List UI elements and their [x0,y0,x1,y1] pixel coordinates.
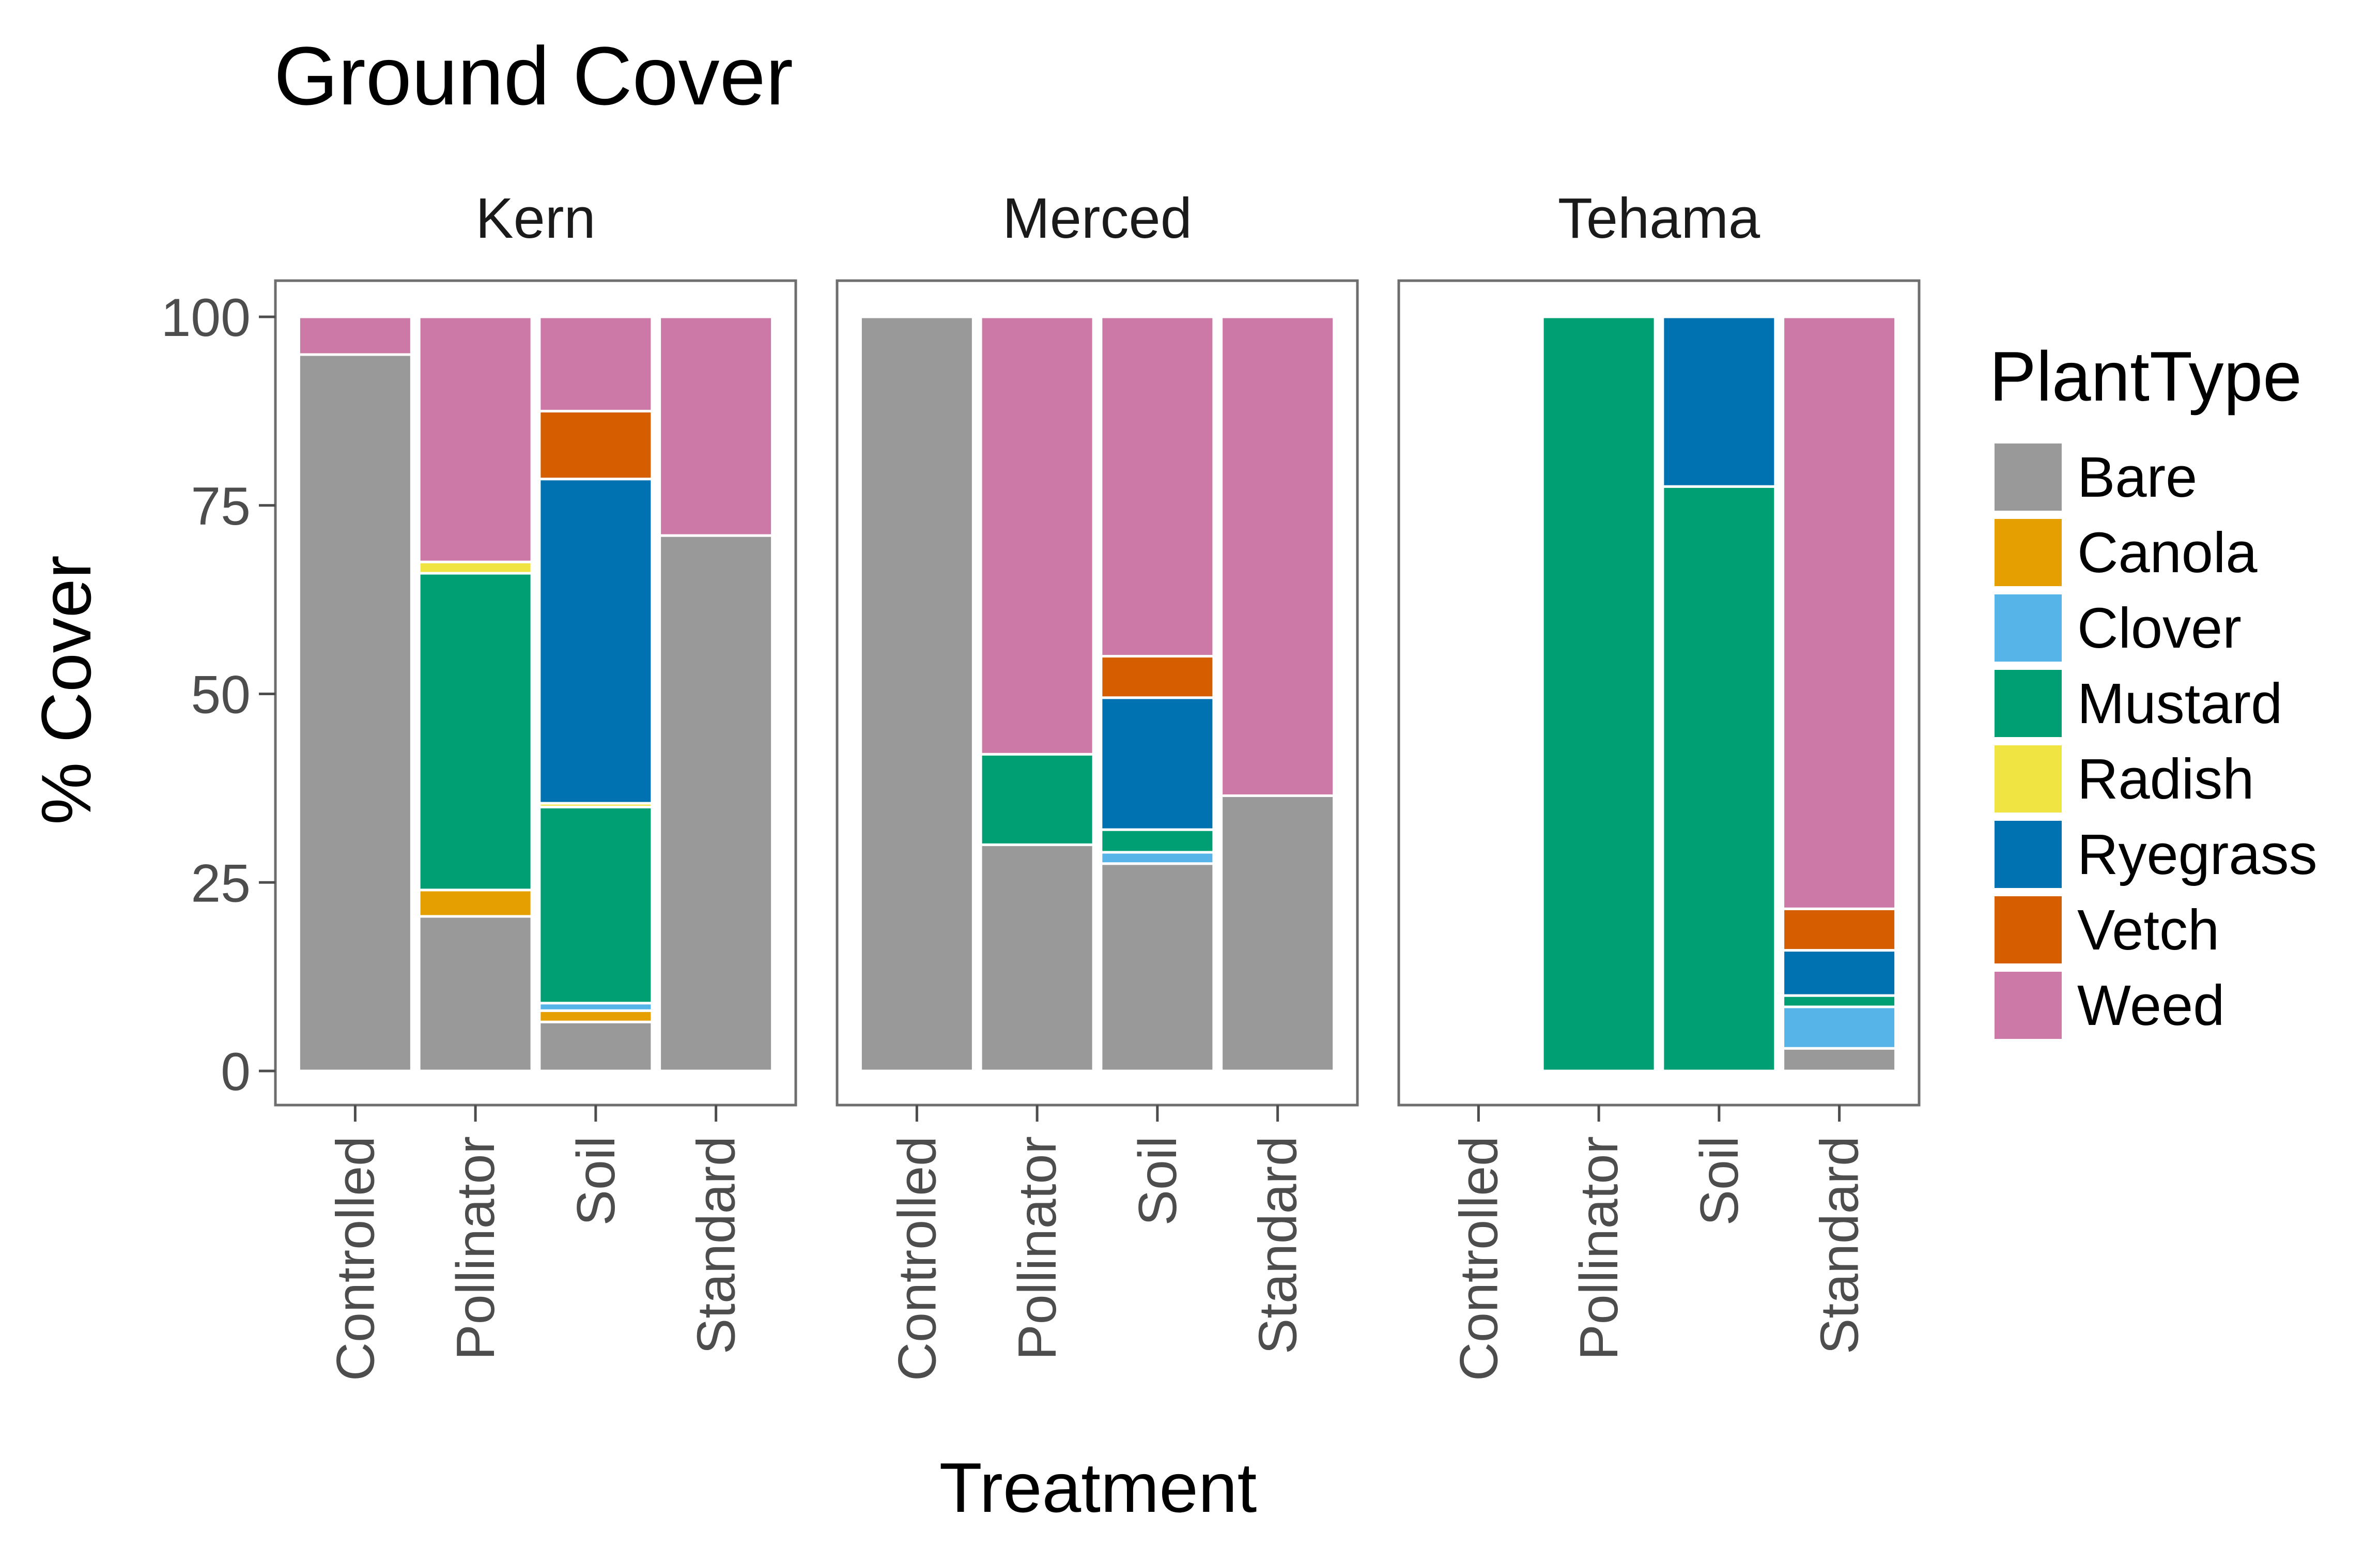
bar-segment-merced-standard-bare [1220,794,1336,1073]
bar-segment-merced-pollinator-bare [979,843,1095,1073]
panel-merced: Merced Controlled Pollinator Soil Standard [836,187,1359,1381]
facet-label-kern: Kern [475,187,595,250]
y-tick-label-0: 0 [221,1042,251,1102]
bar-segment-kern-soil-ryegrass [538,478,654,805]
bar-segment-kern-soil-canola [538,1009,654,1023]
bar-segment-kern-pollinator-mustard [418,572,533,892]
y-axis-title: % Cover [27,555,105,825]
bar-segment-merced-soil-clover [1100,851,1215,865]
legend-label-ryegrass: Ryegrass [2077,823,2317,886]
y-tick-label-100: 100 [161,288,251,348]
panel-tehama: Tehama Controlled Pollinator Soil Standard [1397,187,1921,1381]
y-tick-label-25: 25 [191,853,251,913]
bar-segment-tehama-soil-mustard [1661,485,1777,1073]
bar-segment-kern-soil-bare [538,1020,654,1073]
bar-segment-kern-standard-bare [658,534,774,1073]
x-tick-label-tehama-standard: Standard [1810,1136,1870,1354]
bar-segment-tehama-standard-ryegrass [1782,949,1897,997]
bar-segment-tehama-standard-vetch [1782,907,1897,952]
bar-segment-kern-soil-vetch [538,409,654,481]
bar-segment-merced-pollinator-mustard [979,753,1095,846]
y-tick-label-50: 50 [191,665,251,725]
legend-key-ryegrass [1995,821,2062,888]
x-tick-label-merced-pollinator: Pollinator [1008,1136,1068,1360]
bar-segment-merced-soil-ryegrass [1100,696,1215,831]
bar-segment-merced-soil-vetch [1100,655,1215,699]
legend: PlantType Bare Canola Clover Mustard Radish R… [1989,337,2317,1039]
bar-segment-kern-pollinator-weed [418,315,533,563]
legend-label-vetch: Vetch [2077,898,2219,962]
bar-segment-kern-soil-weed [538,315,654,412]
legend-label-canola: Canola [2077,521,2258,585]
bar-segment-kern-controlled-weed [297,315,413,356]
x-axis-title: Treatment [939,1448,1257,1527]
panel-kern: Kern Controlled Pollinator Soil Standard [274,187,797,1381]
bar-segment-merced-soil-weed [1100,315,1215,658]
x-tick-label-merced-controlled: Controlled [887,1136,947,1381]
bar-segment-tehama-standard-weed [1782,315,1897,910]
bar-segment-tehama-pollinator-mustard [1541,315,1657,1073]
bar-segment-tehama-soil-ryegrass [1661,315,1777,488]
legend-key-canola [1995,519,2062,586]
legend-label-weed: Weed [2077,974,2224,1037]
x-tick-label-kern-controlled: Controlled [326,1136,385,1381]
bar-segment-kern-controlled-bare [297,353,413,1073]
panel-border-tehama [1397,279,1921,1107]
bar-segment-merced-standard-weed [1220,315,1336,797]
bar-segment-merced-pollinator-weed [979,315,1095,756]
legend-key-vetch [1995,896,2062,963]
x-tick-label-kern-standard: Standard [687,1136,747,1354]
x-tick-label-tehama-pollinator: Pollinator [1569,1136,1629,1360]
x-tick-label-kern-soil: Soil [566,1136,626,1226]
legend-label-clover: Clover [2077,596,2242,660]
legend-key-radish [1995,745,2062,813]
legend-key-mustard [1995,670,2062,737]
bar-segment-kern-standard-weed [658,315,774,537]
x-tick-label-merced-soil: Soil [1128,1136,1188,1226]
bar-segment-merced-soil-mustard [1100,828,1215,854]
bar-segment-kern-pollinator-canola [418,889,533,918]
bar-segment-tehama-standard-clover [1782,1005,1897,1050]
legend-key-clover [1995,594,2062,662]
x-tick-label-merced-standard: Standard [1248,1136,1308,1354]
bar-segment-tehama-standard-mustard [1782,994,1897,1008]
facet-label-merced: Merced [1002,187,1192,250]
bar-segment-kern-pollinator-radish [418,560,533,575]
legend-label-radish: Radish [2077,747,2254,811]
y-tick-label-75: 75 [191,477,251,537]
legend-label-bare: Bare [2077,446,2197,509]
legend-key-weed [1995,972,2062,1039]
legend-label-mustard: Mustard [2077,672,2282,736]
bar-segment-merced-controlled-bare [859,315,975,1073]
legend-key-bare [1995,443,2062,511]
bar-segment-kern-pollinator-bare [418,915,533,1073]
x-tick-label-tehama-soil: Soil [1690,1136,1750,1226]
y-axis: 0 25 50 75 100 [161,288,275,1102]
legend-title: PlantType [1989,337,2302,416]
x-tick-label-kern-pollinator: Pollinator [446,1136,506,1360]
bar-segment-kern-soil-mustard [538,805,654,1005]
facet-label-tehama: Tehama [1558,187,1760,250]
x-tick-label-tehama-controlled: Controlled [1449,1136,1509,1381]
bar-segment-tehama-standard-bare [1782,1047,1897,1073]
chart-title: Ground Cover [274,29,793,122]
panel-border-merced [836,279,1359,1107]
bar-segment-merced-soil-bare [1100,862,1215,1073]
